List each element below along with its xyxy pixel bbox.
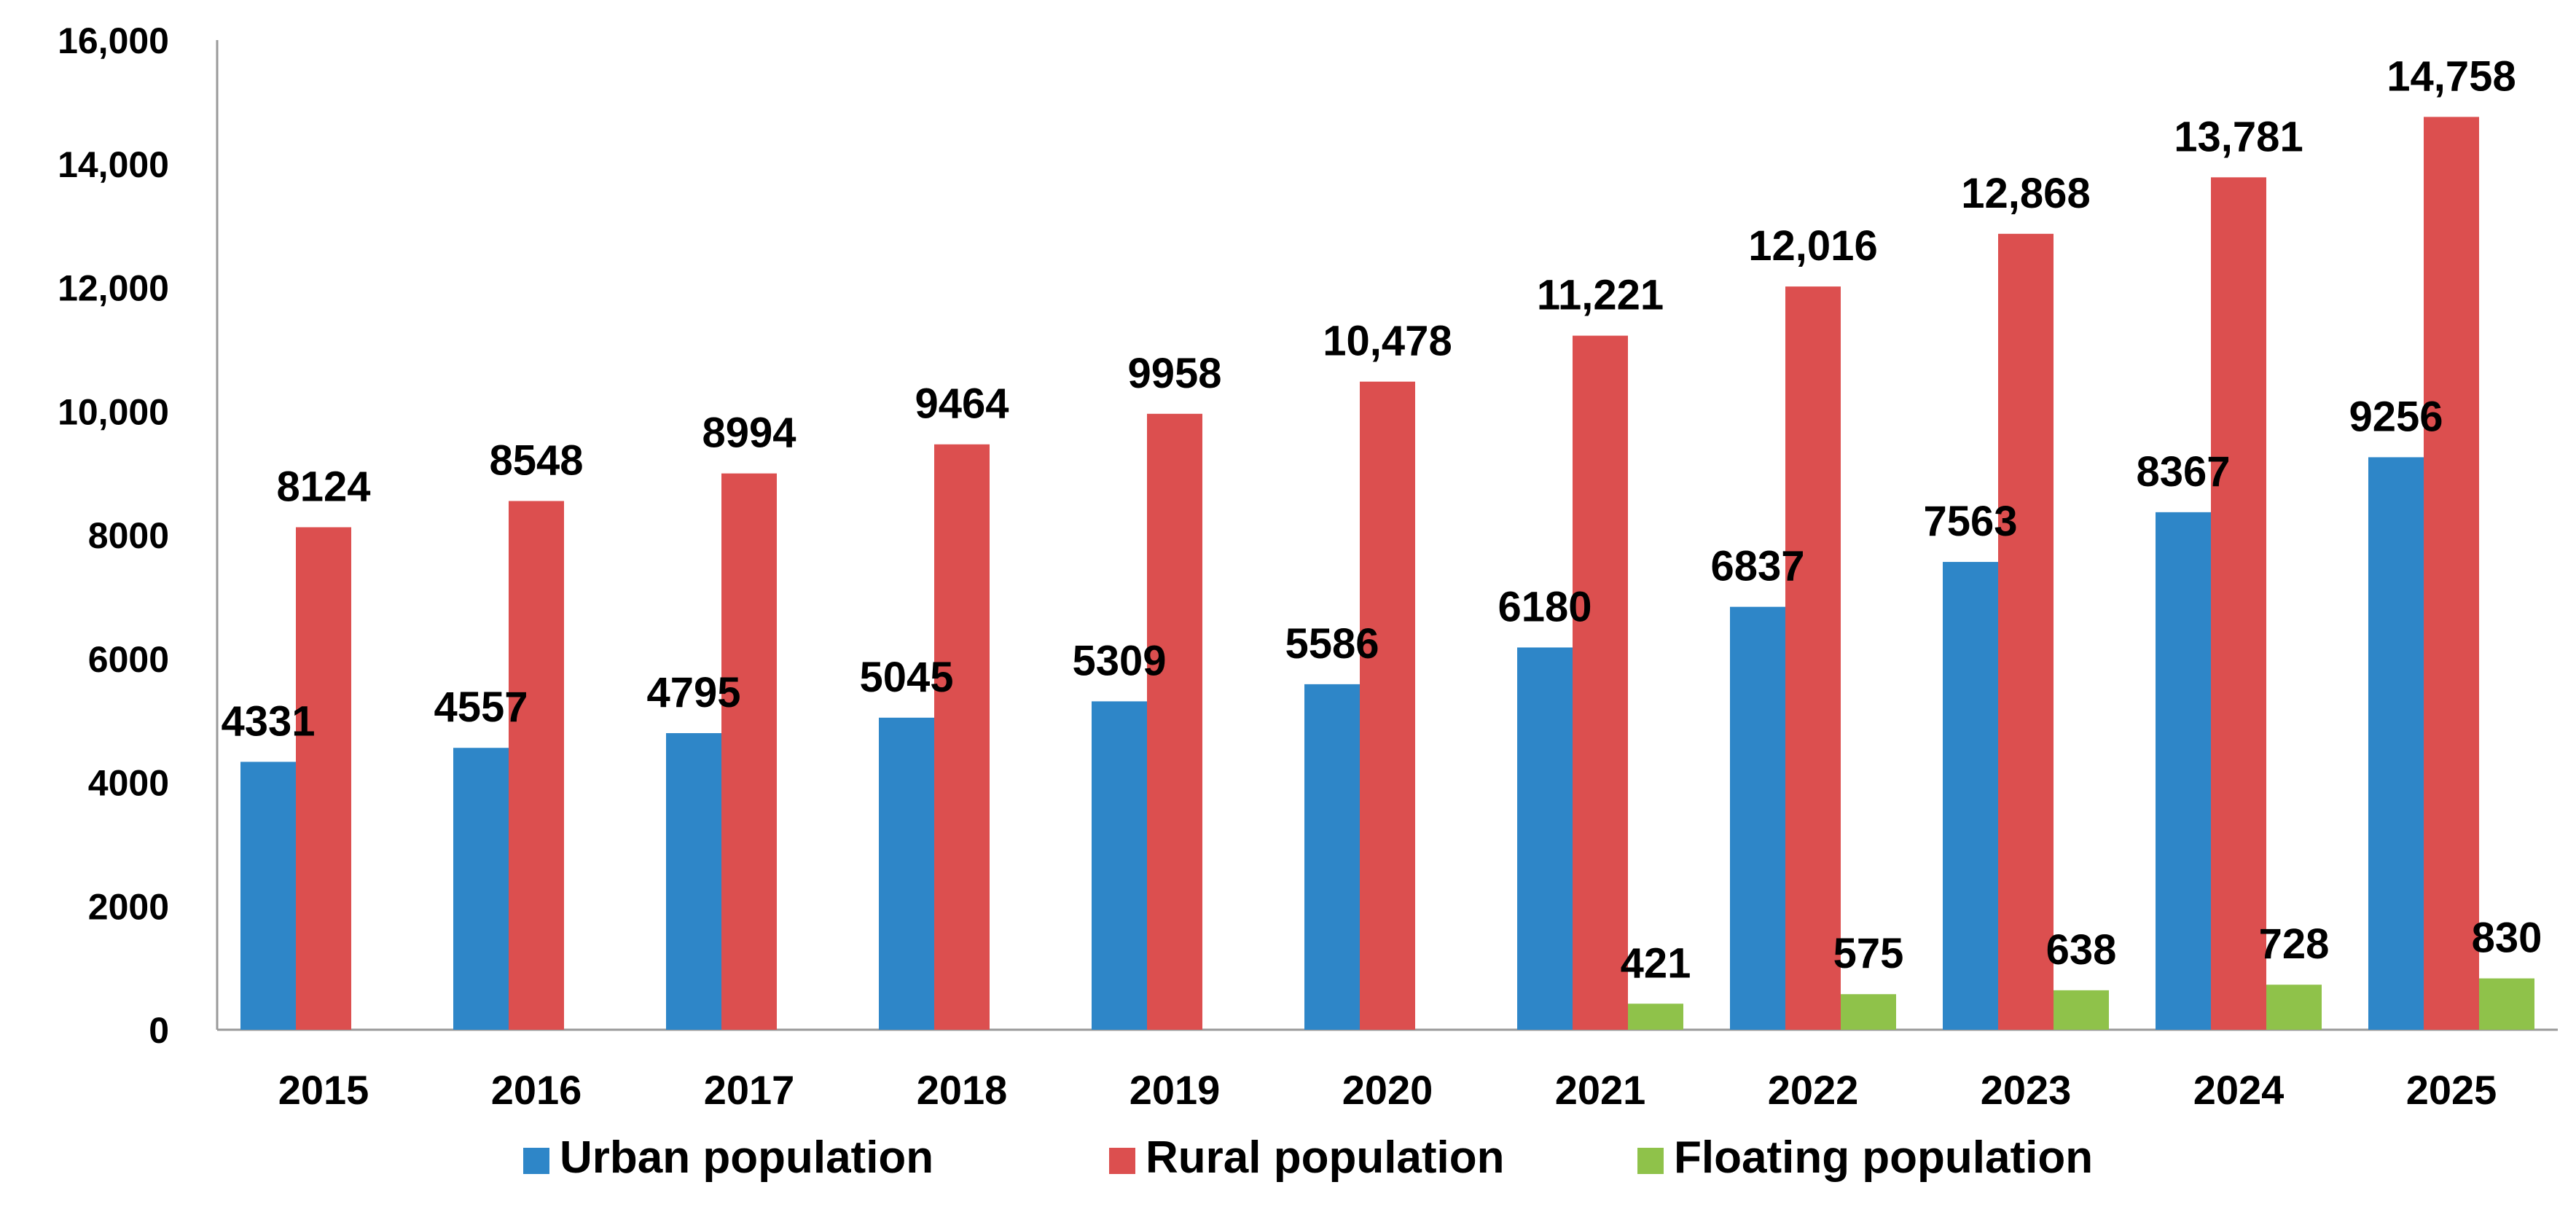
data-label-rural-population-2017: 8994	[702, 410, 796, 457]
data-label-floating-population-2021: 421	[1621, 939, 1691, 987]
legend-label-urban-population: Urban population	[560, 1132, 933, 1183]
data-label-urban-population-2020: 5586	[1285, 620, 1379, 668]
data-label-floating-population-2023: 638	[2046, 926, 2117, 974]
bar-urban-population-2020	[1304, 684, 1360, 1030]
bar-urban-population-2023	[1943, 562, 1998, 1030]
data-label-rural-population-2020: 10,478	[1323, 318, 1452, 365]
bar-urban-population-2015	[240, 762, 296, 1030]
data-label-urban-population-2015: 4331	[221, 697, 315, 745]
y-tick-label-6000: 6000	[88, 639, 169, 680]
x-tick-label-2023: 2023	[1981, 1067, 2072, 1113]
bar-rural-population-2017	[721, 473, 777, 1030]
data-label-urban-population-2022: 6837	[1710, 543, 1804, 590]
x-tick-label-2022: 2022	[1768, 1067, 1859, 1113]
bar-floating-population-2022	[1841, 994, 1896, 1030]
bar-urban-population-2016	[453, 748, 509, 1030]
data-label-urban-population-2023: 7563	[1923, 498, 2017, 545]
bar-rural-population-2021	[1573, 335, 1628, 1030]
data-label-rural-population-2015: 8124	[276, 463, 370, 510]
bar-rural-population-2019	[1147, 413, 1202, 1030]
x-tick-label-2015: 2015	[278, 1067, 369, 1113]
data-label-floating-population-2025: 830	[2472, 915, 2542, 962]
bar-rural-population-2022	[1785, 286, 1841, 1030]
legend-swatch-floating-population	[1637, 1148, 1664, 1174]
bar-rural-population-2020	[1360, 381, 1415, 1030]
data-label-urban-population-2018: 5045	[859, 654, 953, 701]
data-label-urban-population-2019: 5309	[1072, 637, 1166, 684]
data-label-rural-population-2018: 9464	[915, 380, 1009, 428]
bar-urban-population-2019	[1092, 701, 1147, 1030]
data-label-rural-population-2019: 9958	[1127, 350, 1221, 397]
bar-urban-population-2024	[2156, 512, 2211, 1030]
bar-urban-population-2022	[1730, 606, 1785, 1030]
data-label-rural-population-2016: 8548	[489, 437, 583, 484]
chart-legend: Urban population Rural population Floating…	[523, 1132, 2093, 1183]
bar-rural-population-2016	[509, 501, 564, 1030]
bar-urban-population-2025	[2368, 457, 2424, 1030]
data-label-rural-population-2021: 11,221	[1537, 272, 1664, 319]
data-label-floating-population-2024: 728	[2259, 920, 2330, 968]
data-label-rural-population-2023: 12,868	[1961, 170, 2090, 217]
y-tick-label-8000: 8000	[88, 515, 169, 556]
y-tick-label-14000: 14,000	[58, 144, 169, 185]
data-label-urban-population-2025: 9256	[2349, 393, 2443, 440]
y-tick-label-12000: 12,000	[58, 268, 169, 309]
bar-floating-population-2024	[2266, 985, 2322, 1030]
bar-urban-population-2017	[666, 733, 721, 1030]
chart-axes: 0 2000 4000 6000 8000 10,000 12,000 14,000 16,00…	[58, 20, 2558, 1113]
x-tick-label-2017: 2017	[704, 1067, 795, 1113]
bar-rural-population-2025	[2424, 117, 2479, 1030]
legend-label-floating-population: Floating population	[1674, 1132, 2093, 1183]
bar-floating-population-2023	[2054, 990, 2109, 1030]
y-tick-label-4000: 4000	[88, 763, 169, 804]
data-label-rural-population-2025: 14,758	[2387, 52, 2516, 100]
x-tick-label-2019: 2019	[1130, 1067, 1221, 1113]
legend-swatch-rural-population	[1109, 1148, 1135, 1174]
bar-rural-population-2015	[296, 527, 351, 1030]
x-tick-label-2016: 2016	[491, 1067, 582, 1113]
legend-label-rural-population: Rural population	[1146, 1132, 1505, 1183]
y-tick-label-0: 0	[149, 1010, 169, 1051]
bar-rural-population-2018	[934, 444, 990, 1030]
chart-data-labels: 4331 8124 4557 8548 4795 8994 5045 9464 5309 9958…	[221, 52, 2542, 987]
legend-swatch-urban-population	[523, 1148, 549, 1174]
x-tick-label-2025: 2025	[2406, 1067, 2497, 1113]
x-tick-label-2021: 2021	[1555, 1067, 1646, 1113]
x-tick-label-2024: 2024	[2193, 1067, 2285, 1113]
data-label-rural-population-2024: 13,781	[2174, 113, 2303, 160]
bar-floating-population-2025	[2479, 978, 2534, 1030]
bar-floating-population-2021	[1628, 1003, 1683, 1030]
data-label-urban-population-2017: 4795	[646, 669, 740, 716]
data-label-floating-population-2022: 575	[1833, 930, 1904, 977]
y-tick-label-2000: 2000	[88, 886, 169, 927]
data-label-urban-population-2021: 6180	[1498, 583, 1592, 630]
bar-rural-population-2024	[2211, 177, 2266, 1030]
bar-urban-population-2018	[879, 717, 934, 1030]
data-label-urban-population-2024: 8367	[2136, 448, 2230, 496]
bar-rural-population-2023	[1998, 233, 2054, 1030]
chart-bars	[240, 117, 2534, 1030]
data-label-rural-population-2022: 12,016	[1748, 222, 1877, 270]
x-tick-label-2020: 2020	[1342, 1067, 1433, 1113]
data-label-urban-population-2016: 4557	[434, 684, 528, 731]
bar-urban-population-2021	[1517, 647, 1573, 1030]
y-tick-label-16000: 16,000	[58, 20, 169, 61]
y-tick-label-10000: 10,000	[58, 391, 169, 432]
x-tick-label-2018: 2018	[917, 1067, 1008, 1113]
